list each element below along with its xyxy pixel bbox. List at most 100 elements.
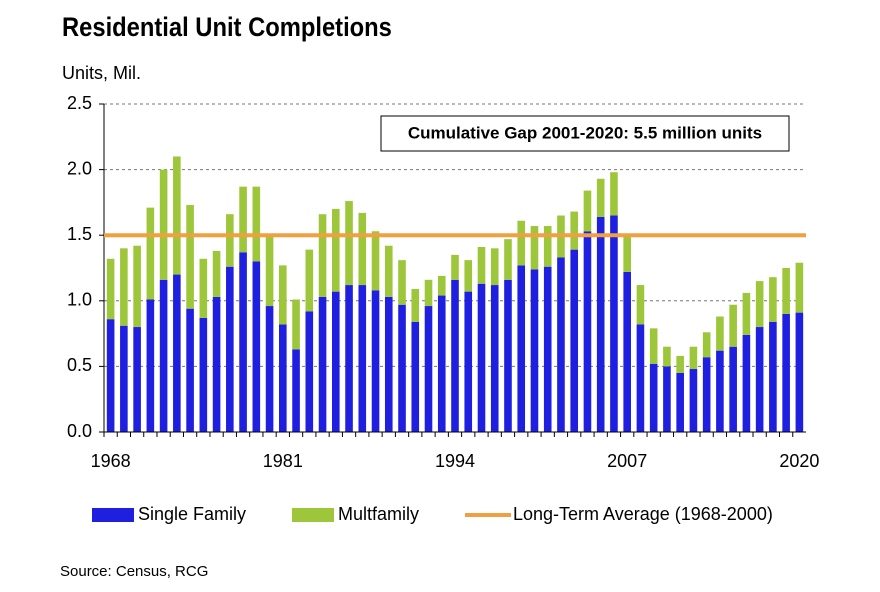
bar-segment <box>649 363 658 432</box>
bar-segment <box>477 247 486 284</box>
bar-segment <box>279 324 287 432</box>
bar-segment <box>769 321 777 432</box>
bar-segment <box>702 332 711 358</box>
bar-segment <box>437 295 446 432</box>
x-tick-label: 1994 <box>435 451 475 471</box>
bar-segment <box>120 248 128 326</box>
bar-segment <box>358 285 367 432</box>
bar-segment <box>782 313 790 432</box>
bar-segment <box>239 186 247 253</box>
bar-segment <box>345 201 353 286</box>
x-tick-label: 1981 <box>263 451 303 471</box>
bar-segment <box>490 285 499 432</box>
annotation: Cumulative Gap 2001-2020: 5.5 million un… <box>408 123 762 142</box>
x-tick-label: 1968 <box>91 451 131 471</box>
bar-segment <box>146 207 155 300</box>
legend-swatch <box>292 508 334 522</box>
bar-segment <box>649 328 658 364</box>
bar-segment <box>477 283 486 432</box>
bar-segment <box>702 357 711 432</box>
bar-segment <box>252 186 261 262</box>
bar-segment <box>795 312 804 432</box>
legend-label: Single Family <box>138 504 246 524</box>
y-tick-label: 1.5 <box>67 224 92 244</box>
bar-segment <box>371 290 380 432</box>
bar-segment <box>623 235 631 272</box>
bar-segment <box>623 271 631 432</box>
bar-segment <box>173 156 181 275</box>
bar-segment <box>517 265 526 432</box>
bar-segment <box>795 262 804 313</box>
bar-segment <box>543 226 552 267</box>
y-tick-label: 0.0 <box>67 421 92 441</box>
bar-segment <box>159 279 168 432</box>
bar-segment <box>490 248 499 286</box>
bar-segment <box>411 288 420 322</box>
x-tick-label: 2020 <box>779 451 819 471</box>
bar-segment <box>716 316 724 351</box>
bar-segment <box>636 285 645 325</box>
bar-segment <box>583 231 592 432</box>
bar-segment <box>530 269 539 432</box>
bar-segment <box>583 190 592 232</box>
bar-segment <box>305 311 314 432</box>
bar-segment <box>729 346 737 432</box>
bar-segment <box>120 325 128 432</box>
bar-segment <box>504 279 512 432</box>
y-tick-label: 2.0 <box>67 158 92 178</box>
bar-segment <box>265 306 274 432</box>
bar-segment <box>610 215 618 432</box>
bar-segment <box>716 350 724 432</box>
legend-swatch <box>92 508 134 522</box>
bar-segment <box>345 285 353 432</box>
bar-segment <box>133 245 141 328</box>
bar-segment <box>543 266 552 432</box>
bar-segment <box>676 355 684 373</box>
bar-segment <box>610 172 618 216</box>
bar-segment <box>742 334 751 432</box>
bar-segment <box>252 261 261 432</box>
bar-segment <box>742 292 751 335</box>
bar-segment <box>464 291 473 432</box>
bar-segment <box>292 349 300 432</box>
bar-segment <box>159 169 168 280</box>
bar-segment <box>451 254 459 280</box>
bar-segment <box>557 257 565 432</box>
bar-segment <box>596 216 605 432</box>
bar-segment <box>199 317 208 432</box>
bar-segment <box>331 208 340 292</box>
bar-segment <box>226 266 234 432</box>
bar-segment <box>689 346 698 370</box>
legend-label: Long-Term Average (1968-2000) <box>513 504 773 524</box>
bar-segment <box>146 299 155 432</box>
bar-segment <box>504 239 512 280</box>
y-axis-label: Units, Mil. <box>62 63 141 83</box>
bar-segment <box>292 299 300 350</box>
bar-segment <box>239 252 247 432</box>
chart-title: Residential Unit Completions <box>62 13 392 43</box>
bar-segment <box>318 296 327 432</box>
bar-segment <box>570 249 579 432</box>
y-tick-label: 2.5 <box>67 93 92 113</box>
legend-label: Multfamily <box>338 504 419 524</box>
bar-segment <box>769 277 777 322</box>
bar-segment <box>424 279 433 307</box>
annotation-box <box>380 115 790 152</box>
bar-segment <box>596 178 605 217</box>
bar-segment <box>663 366 671 432</box>
bar-segment <box>530 226 539 270</box>
bar-segment <box>318 214 327 297</box>
bar-segment <box>636 324 645 432</box>
bar-segment <box>663 346 671 367</box>
bar-segment <box>570 211 579 250</box>
bar-segment <box>279 265 287 325</box>
bar-segment <box>755 327 764 432</box>
bar-segment <box>371 231 380 291</box>
bar-segment <box>729 304 737 347</box>
bar-segment <box>424 306 433 432</box>
bar-segment <box>331 291 340 432</box>
bar-segment <box>384 296 393 432</box>
bar-segment <box>464 260 473 292</box>
bar-segment <box>358 212 367 286</box>
